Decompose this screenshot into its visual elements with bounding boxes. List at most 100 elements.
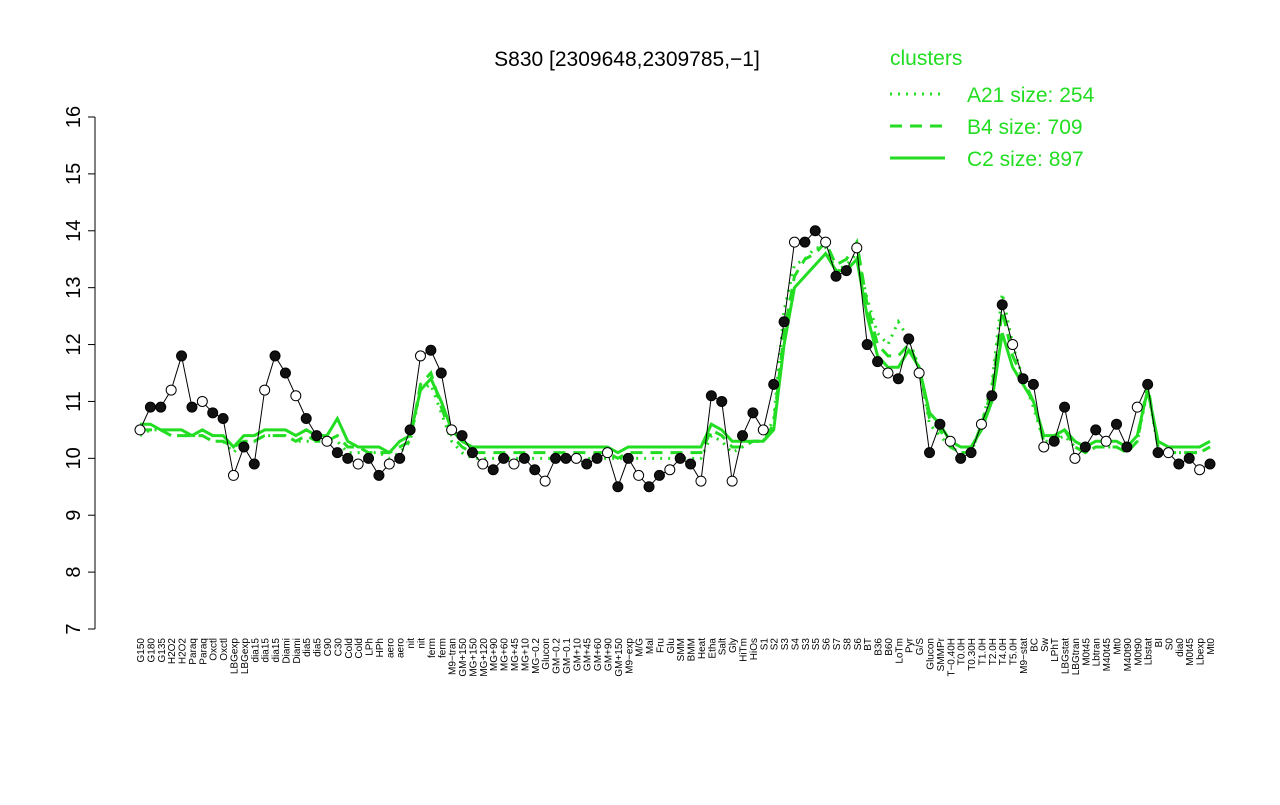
x-tick-label: ferm	[427, 638, 438, 658]
data-point	[508, 458, 520, 470]
x-tick-label: BMM	[687, 638, 698, 661]
data-point	[207, 407, 219, 419]
data-point	[414, 350, 426, 362]
data-point	[383, 458, 395, 470]
x-tick-label: M9−stat	[1019, 638, 1030, 674]
x-tick-label: S4	[790, 638, 801, 651]
x-tick-label: M0t90	[1133, 638, 1144, 666]
x-tick-label: Diami	[292, 638, 303, 664]
x-tick-label: G135	[157, 638, 168, 663]
x-tick-label: H2O2	[178, 638, 189, 665]
y-tick-label: 14	[63, 220, 85, 242]
x-tick-label: LoTm	[894, 638, 905, 664]
x-tick-label: nit	[406, 638, 417, 649]
data-point	[851, 242, 863, 254]
legend-title: clusters	[890, 47, 962, 70]
x-tick-label: Lbstat	[1144, 638, 1155, 665]
cluster-line	[140, 237, 1211, 461]
data-point	[924, 447, 936, 459]
data-point	[965, 447, 977, 459]
x-tick-label: dia15	[261, 638, 272, 663]
x-tick-label: MG+150	[468, 638, 479, 677]
x-tick-label: MG+60	[500, 638, 511, 672]
data-point	[861, 339, 873, 351]
data-point	[737, 430, 749, 442]
x-tick-label: M40t90	[1123, 638, 1134, 672]
x-tick-label: S0	[1164, 638, 1175, 651]
x-tick-label: T2.0H	[988, 638, 999, 665]
x-tick-label: T4.0H	[998, 638, 1009, 665]
chart-title: S830 [2309648,2309785,−1]	[494, 48, 760, 71]
x-tick-label: S5	[811, 638, 822, 651]
x-tick-label: Glu	[666, 638, 677, 654]
x-tick-label: BC	[1029, 638, 1040, 652]
x-tick-label: MG+10	[520, 638, 531, 672]
data-point	[747, 407, 759, 419]
x-tick-label: Glucon	[541, 638, 552, 670]
x-tick-label: BT	[863, 638, 874, 651]
data-point	[757, 424, 769, 436]
x-tick-label: G/S	[915, 638, 926, 656]
data-point	[539, 475, 551, 487]
data-point	[394, 452, 406, 464]
x-tick-label: GM−0.1	[562, 638, 573, 674]
data-point	[1194, 464, 1206, 476]
x-tick-label: LBGexp	[240, 638, 251, 675]
data-point	[259, 384, 271, 396]
data-point	[363, 452, 375, 464]
x-tick-label: T5.0H	[1009, 638, 1020, 665]
x-tick-label: S3	[780, 638, 791, 651]
data-point	[1173, 458, 1185, 470]
x-tick-label: MG+45	[510, 638, 521, 672]
data-point	[1162, 447, 1174, 459]
x-tick-label: SMM	[676, 638, 687, 661]
data-point	[1204, 458, 1216, 470]
data-point	[1069, 452, 1081, 464]
x-tick-label: GM+10	[572, 638, 583, 672]
data-point	[1059, 401, 1071, 413]
x-tick-label: GM+60	[593, 638, 604, 672]
x-tick-label: G150	[136, 638, 147, 663]
x-tick-label: nit	[416, 638, 427, 649]
data-point	[986, 390, 998, 402]
data-point	[601, 447, 613, 459]
x-tick-label: M9−exp	[624, 638, 635, 674]
data-point	[830, 270, 842, 282]
x-tick-label: Gly	[728, 638, 739, 653]
data-point	[477, 458, 489, 470]
x-tick-label: C90	[323, 638, 334, 657]
x-tick-label: ferm	[437, 638, 448, 658]
data-point	[726, 475, 738, 487]
x-tick-label: Oxctl	[209, 638, 220, 661]
x-tick-label: SMMPr	[936, 637, 947, 671]
y-tick-label: 7	[63, 623, 85, 634]
x-tick-label: Mt0	[1113, 638, 1124, 655]
x-tick-label: Fru	[655, 638, 666, 653]
x-tick-label: Pyr	[905, 637, 916, 653]
data-point	[570, 452, 582, 464]
x-tick-label: HPh	[375, 638, 386, 657]
x-tick-label: Paraq	[188, 638, 199, 665]
data-point	[716, 395, 728, 407]
x-tick-label: S6	[853, 638, 864, 651]
data-point	[809, 225, 821, 237]
data-point	[1079, 441, 1091, 453]
data-point	[404, 424, 416, 436]
x-tick-label: dia5	[313, 638, 324, 657]
data-point	[155, 401, 167, 413]
x-tick-label: T1.0H	[977, 638, 988, 665]
x-tick-label: LPh	[365, 638, 376, 656]
data-point	[633, 469, 645, 481]
legend-label: B4 size: 709	[967, 116, 1083, 139]
x-tick-label: aero	[396, 638, 407, 658]
data-point	[300, 413, 312, 425]
x-tick-label: LPhT	[1050, 638, 1061, 662]
data-point	[269, 350, 281, 362]
data-point	[134, 424, 146, 436]
x-tick-label: GM+45	[583, 638, 594, 672]
x-tick-label: S6	[822, 638, 833, 651]
data-point	[944, 435, 956, 447]
data-point	[903, 333, 915, 345]
data-point	[1111, 418, 1123, 430]
x-tick-label: M40t45	[1102, 638, 1113, 672]
